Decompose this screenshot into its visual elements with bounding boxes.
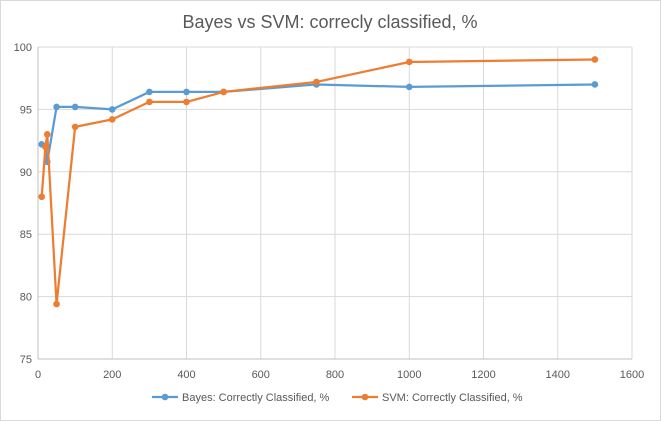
x-tick-label: 0 [35, 369, 41, 381]
x-tick-label: 400 [177, 369, 195, 381]
data-point [183, 98, 190, 106]
y-tick-label: 85 [20, 229, 32, 241]
legend-swatch-marker [161, 393, 169, 401]
chart-title: Bayes vs SVM: correcly classified, % [182, 12, 477, 32]
legend-swatch-marker [361, 393, 369, 401]
data-point [220, 88, 227, 96]
series-line [40, 83, 596, 163]
y-tick-label: 75 [20, 354, 32, 366]
data-point [108, 106, 116, 113]
data-point [42, 143, 49, 151]
x-tick-label: 800 [326, 369, 344, 381]
data-point [591, 56, 599, 63]
y-tick-label: 95 [20, 104, 32, 116]
x-tick-label: 1400 [546, 369, 570, 381]
y-tick-label: 80 [20, 292, 32, 304]
grid [38, 46, 633, 359]
legend-label: SVM: Correctly Classified, % [382, 392, 523, 404]
legend-entry: SVM: Correctly Classified, % [352, 392, 523, 404]
series-line [40, 58, 596, 306]
data-point [53, 103, 60, 111]
x-tick-label: 600 [252, 369, 270, 381]
data-point [43, 131, 51, 138]
data-point [108, 116, 116, 123]
data-point [53, 300, 60, 308]
y-tick-label: 100 [14, 42, 32, 54]
y-tick-label: 90 [20, 167, 32, 179]
legend-label: Bayes: Correctly Classified, % [182, 392, 330, 404]
data-point [405, 58, 413, 66]
legend: Bayes: Correctly Classified, % SVM: Corre… [152, 392, 523, 404]
series-group [38, 56, 599, 308]
data-point [591, 81, 599, 88]
x-tick-label: 1600 [620, 369, 644, 381]
data-point [146, 88, 153, 96]
data-point [183, 88, 190, 96]
data-point [38, 193, 46, 201]
data-point [146, 98, 153, 106]
data-point [71, 123, 79, 131]
data-point [405, 83, 413, 91]
series-svm [38, 56, 599, 308]
x-tick-label: 1200 [471, 369, 495, 381]
data-point [71, 103, 79, 111]
series-bayes [38, 81, 599, 166]
legend-entry: Bayes: Correctly Classified, % [152, 392, 330, 404]
x-tick-label: 1000 [397, 369, 421, 381]
x-tick-label: 200 [103, 369, 121, 381]
data-point [313, 78, 320, 86]
